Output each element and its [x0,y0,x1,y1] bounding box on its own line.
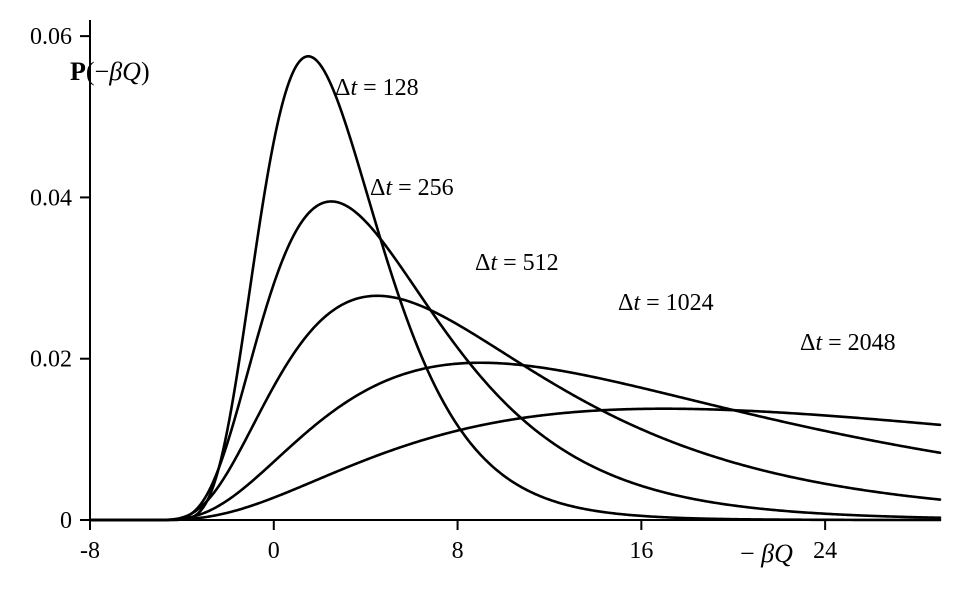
x-axis-title: − βQ [740,539,793,568]
curve-label-dt-1024: Δt = 1024 [618,290,714,316]
distribution-chart: -8 0 8 16 24 0 0.02 0.04 0.06 P(−βQ) − βQ Δt = 128 Δ… [0,0,958,591]
y-tick-label: 0.04 [30,185,72,211]
y-axis-title: P(−βQ) [70,57,150,86]
x-tick-label: 8 [452,538,464,564]
y-tick-label: 0 [60,508,72,534]
curve-label-dt-256: Δt = 256 [370,175,454,201]
curve-label-dt-128: Δt = 128 [335,75,419,101]
x-tick-label: 16 [629,538,653,564]
y-tick-label: 0.02 [30,347,72,373]
y-tick-label: 0.06 [30,24,72,50]
curve-label-dt-2048: Δt = 2048 [800,330,896,356]
curve-dt-1024 [90,363,940,520]
curve-dt-128 [90,56,940,520]
curve-label-dt-512: Δt = 512 [475,250,559,276]
x-tick-label: 0 [268,538,280,564]
x-tick-label: -8 [80,538,100,564]
x-tick-label: 24 [813,538,837,564]
curve-dt-2048 [90,409,940,520]
